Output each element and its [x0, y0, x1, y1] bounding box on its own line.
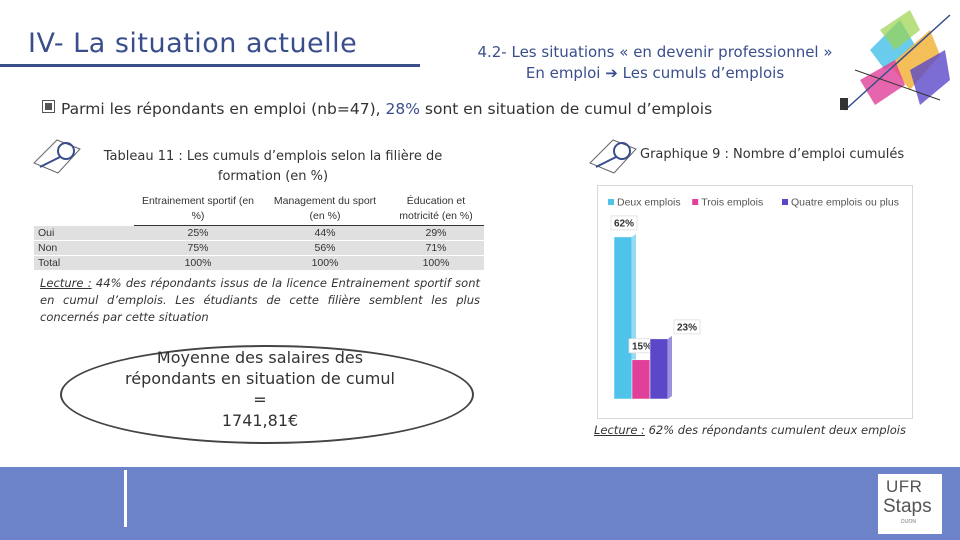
- data-label: 62%: [614, 218, 634, 229]
- footer-band: [0, 467, 960, 540]
- chart-reading-note: Lecture : 62% des répondants cumulent de…: [594, 423, 906, 437]
- legend-entry: Quatre emplois ou plus: [791, 197, 899, 209]
- table-row: Oui 25% 44% 29%: [34, 225, 484, 241]
- row-label: Total: [34, 255, 134, 271]
- title-underline: [0, 64, 420, 67]
- bullet-text-before: Parmi les répondants en emploi (nb=47),: [61, 100, 386, 118]
- bullet-text-after: sont en situation de cumul d’emplois: [419, 100, 713, 118]
- bar: [649, 338, 669, 400]
- ufr-staps-logo: UFR Staps DIJON: [878, 474, 942, 534]
- magnifier-icon: [33, 139, 81, 174]
- salary-line-2: répondants en situation de cumul: [125, 369, 395, 388]
- legend-swatch: [608, 199, 614, 205]
- column-header: Entrainement sportif (en %): [134, 193, 262, 226]
- subtitle-part-b: Les cumuls d’emplois: [622, 64, 785, 82]
- table-caption: Tableau 11 : Les cumuls d’emplois selon …: [103, 149, 443, 184]
- bar: [631, 359, 651, 400]
- decorative-graphic: [840, 10, 951, 111]
- bar: [613, 236, 633, 400]
- table-cell: 100%: [262, 255, 388, 271]
- lecture-text: 62% des répondants cumulent deux emplois: [644, 423, 906, 437]
- bullet-percentage: 28%: [385, 100, 420, 118]
- legend-swatch: [692, 199, 699, 205]
- footer-divider: [124, 470, 127, 527]
- row-label: Oui: [34, 225, 134, 241]
- subtitle-line-2: En emploi ➔ Les cumuls d’emplois: [460, 63, 850, 84]
- column-header: Éducation et motricité (en %): [388, 193, 484, 226]
- data-label-box: [673, 319, 701, 335]
- table-cell: 25%: [134, 225, 262, 241]
- subtitle-part-a: En emploi: [525, 64, 601, 82]
- salary-value: 1741,81€: [221, 411, 299, 430]
- legend-swatch: [782, 199, 788, 205]
- chart-caption: Graphique 9 : Nombre d’emploi cumulés: [640, 147, 905, 162]
- bar-side: [632, 233, 636, 399]
- column-header: Management du sport (en %): [262, 193, 388, 226]
- logo-line-1: UFR: [886, 477, 923, 496]
- table-corner: [34, 193, 134, 226]
- section-subtitle: 4.2- Les situations « en devenir profess…: [460, 42, 850, 84]
- bar-side: [668, 335, 672, 399]
- salary-ellipse: [60, 345, 474, 444]
- lecture-text: 44% des répondants issus de la licence E…: [40, 276, 481, 324]
- table-row: Non 75% 56% 71%: [34, 240, 484, 256]
- magnifier-icon: [589, 139, 637, 174]
- checkbox-bullet-icon: [42, 100, 55, 113]
- table-cell: 75%: [134, 240, 262, 256]
- data-label-box: [610, 215, 638, 231]
- lecture-label: Lecture :: [594, 423, 645, 437]
- legend-entry: Trois emplois: [701, 197, 763, 209]
- table-cell: 44%: [262, 225, 388, 241]
- table-cell: 29%: [388, 225, 484, 241]
- page-title: IV- La situation actuelle: [28, 28, 358, 59]
- data-label: 15%: [632, 341, 652, 352]
- summary-bullet: Parmi les répondants en emploi (nb=47), …: [42, 100, 712, 118]
- logo-line-2: Staps: [883, 496, 932, 517]
- row-label: Non: [34, 240, 134, 256]
- subtitle-line-1: 4.2- Les situations « en devenir profess…: [477, 43, 833, 61]
- lecture-label: Lecture :: [40, 276, 92, 290]
- logo-line-3: DIJON: [901, 519, 916, 525]
- bar-chart: Deux emplois Trois emplois Quatre emplois …: [597, 185, 913, 419]
- table-cell: 56%: [262, 240, 388, 256]
- table-header-row: Entrainement sportif (en %) Management d…: [34, 193, 484, 226]
- table-cell: 100%: [388, 255, 484, 271]
- table-cell: 71%: [388, 240, 484, 256]
- table-row: Total 100% 100% 100%: [34, 255, 484, 271]
- salary-line-3: =: [253, 390, 267, 409]
- data-label: 23%: [677, 322, 697, 333]
- salary-line-1: Moyenne des salaires des: [156, 348, 364, 367]
- salary-average: Moyenne des salaires des répondants en s…: [110, 347, 410, 431]
- table-cell: 100%: [134, 255, 262, 271]
- legend-entry: Deux emplois: [617, 197, 681, 209]
- table-reading-note: Lecture : 44% des répondants issus de la…: [40, 275, 480, 326]
- right-arrow-icon: ➔: [605, 64, 618, 82]
- chart-svg: Deux emplois Trois emplois Quatre emplois …: [608, 197, 899, 400]
- cumul-table: Entrainement sportif (en %) Management d…: [34, 193, 484, 271]
